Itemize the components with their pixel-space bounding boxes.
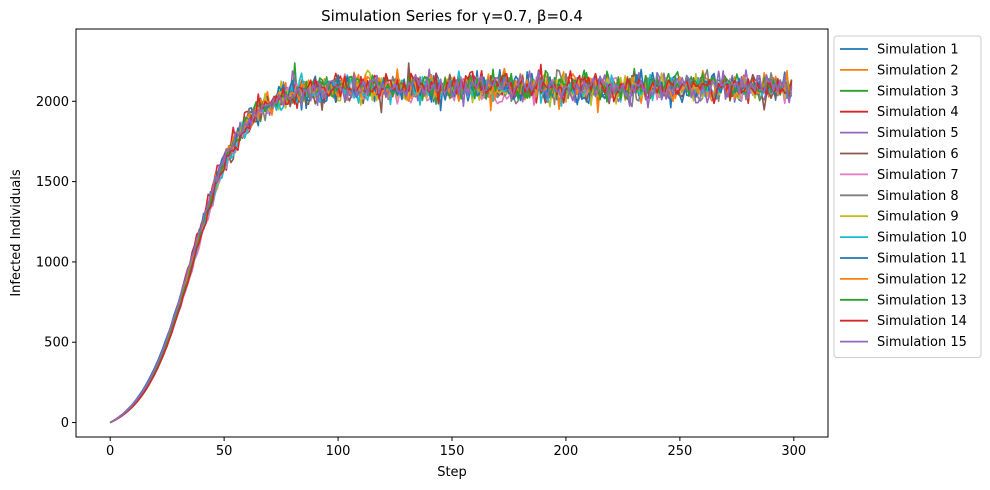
- y-tick-label: 1000: [36, 255, 69, 270]
- axis-ticks: 0 50 100 150 200 250 300 0 500 1000 1500 2000: [36, 95, 806, 459]
- legend-label: Simulation 4: [877, 105, 959, 120]
- legend-label: Simulation 12: [877, 272, 967, 287]
- legend-label: Simulation 1: [877, 43, 959, 58]
- legend-label: Simulation 9: [877, 210, 959, 225]
- series-line-6: [109, 62, 793, 424]
- legend-label: Simulation 13: [877, 293, 967, 308]
- y-tick-label: 2000: [36, 95, 69, 110]
- legend-label: Simulation 7: [877, 168, 959, 183]
- series-line-5: [109, 68, 793, 424]
- series-line-3: [109, 62, 793, 424]
- series-line-11: [109, 68, 793, 424]
- series-line-12: [109, 69, 793, 424]
- x-tick-label: 150: [440, 444, 465, 459]
- x-tick-label: 200: [554, 444, 579, 459]
- legend-box: [833, 35, 982, 358]
- x-tick-label: 50: [216, 444, 233, 459]
- series-line-10: [109, 70, 793, 424]
- legend-label: Simulation 2: [877, 63, 959, 78]
- legend-label: Simulation 6: [877, 147, 959, 162]
- x-tick-label: 300: [781, 444, 806, 459]
- series-line-7: [109, 73, 793, 424]
- x-axis-label: Step: [437, 465, 467, 480]
- chart-title: Simulation Series for γ=0.7, β=0.4: [321, 7, 583, 25]
- series-line-8: [109, 68, 792, 424]
- legend-label: Simulation 14: [877, 314, 967, 329]
- series-line-15: [109, 70, 793, 424]
- x-tick-label: 0: [106, 444, 114, 459]
- y-tick-label: 1500: [36, 175, 69, 190]
- legend: Simulation 1 Simulation 2 Simulation 3 Simu…: [833, 35, 982, 358]
- series-line-4: [109, 63, 792, 424]
- x-tick-label: 100: [326, 444, 351, 459]
- x-tick-label: 250: [667, 444, 692, 459]
- y-tick-label: 0: [61, 416, 69, 431]
- legend-label: Simulation 5: [877, 126, 959, 141]
- series-line-9: [109, 69, 793, 424]
- legend-label: Simulation 10: [877, 231, 967, 246]
- series-line-14: [109, 69, 793, 424]
- legend-label: Simulation 8: [877, 189, 959, 204]
- series-line-2: [109, 67, 792, 424]
- legend-label: Simulation 3: [877, 84, 959, 99]
- legend-label: Simulation 11: [877, 252, 967, 267]
- y-axis-label: Infected Individuals: [9, 169, 24, 297]
- series-line-1: [109, 69, 793, 424]
- y-tick-label: 500: [44, 336, 69, 351]
- series-line-13: [109, 68, 793, 424]
- series-lines: [109, 62, 793, 424]
- legend-label: Simulation 15: [877, 335, 967, 350]
